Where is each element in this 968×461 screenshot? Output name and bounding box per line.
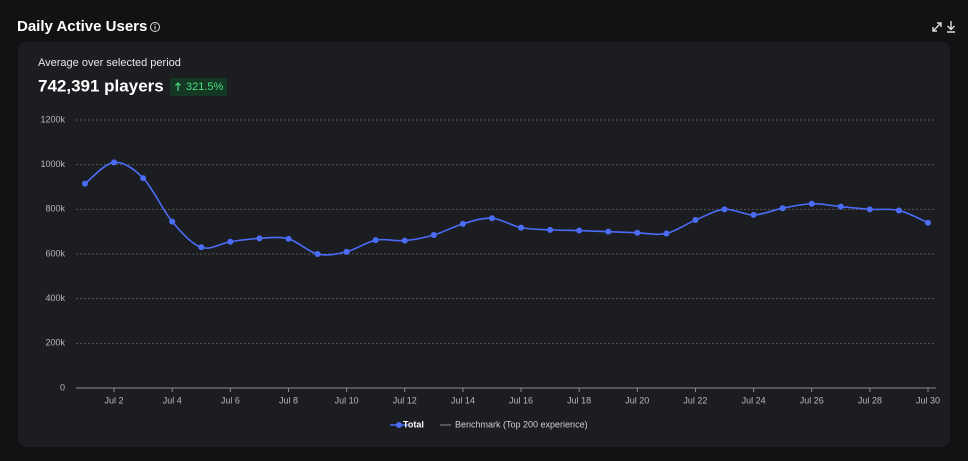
data-point	[82, 180, 88, 187]
legend-label[interactable]: Total	[403, 419, 424, 429]
data-point	[140, 175, 147, 182]
title: Daily Active Users	[17, 18, 147, 35]
data-point	[721, 206, 728, 213]
x-tick-label: Jul 8	[279, 395, 298, 405]
x-tick-label: Jul 30	[916, 395, 940, 405]
info-icon[interactable]	[150, 22, 160, 32]
data-point	[692, 217, 699, 224]
legend-label[interactable]: Benchmark (Top 200 experience)	[455, 419, 588, 429]
up-arrow	[175, 82, 181, 91]
data-point	[285, 235, 292, 242]
data-point	[605, 228, 612, 235]
y-tick-label: 400k	[45, 293, 65, 303]
legend-dot	[396, 422, 402, 428]
data-point	[663, 230, 670, 237]
card	[18, 42, 950, 447]
x-tick-label: Jul 20	[625, 395, 649, 405]
y-tick-label: 1200k	[40, 114, 65, 124]
x-tick-label: Jul 6	[221, 395, 240, 405]
x-tick-label: Jul 10	[335, 395, 359, 405]
y-tick-label: 600k	[45, 248, 65, 258]
x-tick-label: Jul 4	[163, 395, 182, 405]
data-point	[111, 159, 118, 166]
data-point	[372, 237, 379, 244]
x-tick-label: Jul 2	[105, 395, 124, 405]
y-tick-label: 0	[60, 382, 65, 392]
data-point	[459, 220, 466, 227]
change-value: 321.5%	[186, 81, 224, 93]
data-point	[837, 203, 844, 210]
y-tick-label: 1000k	[40, 159, 65, 169]
summary-value: 742,391 players	[38, 76, 164, 95]
data-point	[314, 251, 321, 257]
data-point	[343, 248, 350, 255]
data-point	[198, 244, 205, 251]
x-tick-label: Jul 26	[800, 395, 824, 405]
data-point	[227, 238, 234, 245]
y-tick-label: 200k	[45, 338, 65, 348]
y-tick-label: 800k	[45, 204, 65, 214]
data-point	[430, 232, 437, 239]
x-tick-label: Jul 14	[451, 395, 475, 405]
data-point	[401, 237, 408, 244]
x-tick-label: Jul 16	[509, 395, 533, 405]
x-tick-label: Jul 22	[683, 395, 707, 405]
data-point	[547, 226, 554, 233]
data-point	[895, 207, 902, 214]
data-point	[576, 227, 583, 234]
data-point	[169, 218, 176, 225]
x-tick-label: Jul 18	[567, 395, 591, 405]
data-point	[488, 215, 495, 222]
data-point	[256, 235, 263, 242]
summary-label: Average over selected period	[38, 57, 181, 69]
x-tick-label: Jul 24	[742, 395, 766, 405]
change-badge	[170, 78, 227, 96]
data-point	[779, 205, 786, 212]
x-tick-label: Jul 28	[858, 395, 882, 405]
data-point	[518, 224, 525, 231]
data-point	[925, 219, 931, 226]
data-point	[808, 200, 815, 207]
expand-icon[interactable]	[932, 22, 942, 32]
download-icon[interactable]	[947, 21, 955, 33]
data-point	[866, 206, 873, 213]
data-point	[634, 229, 641, 236]
data-point	[750, 211, 757, 218]
x-tick-label: Jul 12	[393, 395, 417, 405]
